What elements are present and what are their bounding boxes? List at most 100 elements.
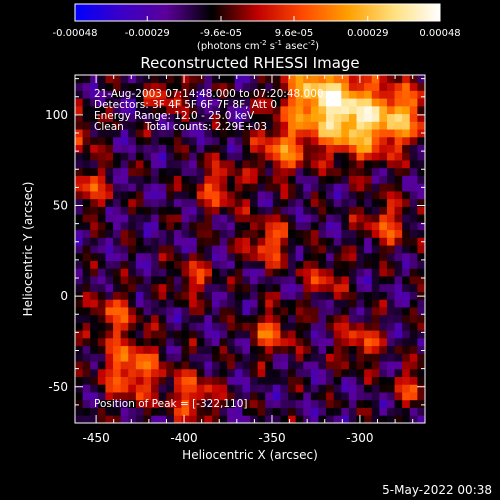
heatmap-cell: [280, 368, 289, 377]
heatmap-cell: [75, 105, 84, 115]
heatmap-cell: [402, 160, 411, 169]
heatmap-cell: [265, 229, 274, 238]
heatmap-cell: [120, 82, 129, 91]
heatmap-cell: [303, 191, 312, 200]
heatmap-cell: [310, 82, 319, 91]
heatmap-cell: [265, 322, 274, 331]
heatmap-cell: [219, 90, 228, 99]
heatmap-cell: [379, 144, 388, 153]
heatmap-cell: [97, 167, 106, 176]
heatmap-cell: [409, 252, 418, 261]
heatmap-cell: [143, 121, 152, 130]
heatmap-cell: [219, 229, 228, 238]
heatmap-cell: [310, 105, 319, 115]
heatmap-cell: [402, 345, 411, 354]
heatmap-cell: [257, 113, 266, 122]
heatmap-cell: [295, 160, 304, 169]
heatmap-cell: [219, 214, 228, 223]
heatmap-cell: [272, 353, 281, 362]
heatmap-cell: [333, 314, 342, 323]
heatmap-cell: [272, 307, 281, 316]
heatmap-cell: [348, 113, 357, 122]
heatmap-cell: [310, 191, 319, 200]
heatmap-cell: [402, 392, 411, 401]
heatmap-cell: [417, 307, 425, 316]
heatmap-cell: [333, 175, 342, 184]
heatmap-cell: [257, 330, 266, 339]
heatmap-cell: [196, 221, 205, 231]
heatmap-cell: [211, 129, 220, 138]
heatmap-cell: [417, 121, 425, 130]
heatmap-cell: [151, 322, 160, 331]
heatmap-cell: [402, 214, 411, 223]
heatmap-cell: [181, 299, 190, 308]
heatmap-cell: [128, 152, 137, 161]
heatmap-cell: [158, 337, 167, 347]
heatmap-cell: [128, 214, 137, 223]
heatmap-cell: [379, 399, 388, 408]
heatmap-cell: [348, 345, 357, 354]
heatmap-cell: [341, 368, 350, 377]
heatmap-cell: [151, 206, 160, 215]
heatmap-cell: [280, 299, 289, 308]
heatmap-cell: [417, 291, 425, 300]
heatmap-cell: [242, 136, 251, 145]
heatmap-cell: [386, 361, 395, 370]
heatmap-cell: [402, 105, 411, 115]
heatmap-cell: [409, 206, 418, 215]
heatmap-cell: [120, 129, 129, 138]
heatmap-cell: [280, 98, 289, 107]
heatmap-cell: [310, 136, 319, 145]
heatmap-cell: [219, 291, 228, 300]
heatmap-cell: [90, 183, 99, 192]
heatmap-cell: [417, 283, 425, 292]
footer-date: 5-May-2022 00:38: [382, 483, 492, 497]
heatmap-cell: [310, 337, 319, 347]
heatmap-cell: [257, 299, 266, 308]
heatmap-cell: [318, 214, 327, 223]
heatmap-cell: [318, 368, 327, 377]
heatmap-cell: [128, 392, 137, 401]
heatmap-cell: [211, 268, 220, 277]
heatmap-cell: [204, 245, 213, 254]
heatmap-cell: [318, 353, 327, 362]
heatmap-cell: [371, 299, 380, 308]
heatmap-cell: [379, 322, 388, 331]
heatmap-cell: [135, 214, 144, 223]
heatmap-cell: [364, 252, 373, 261]
heatmap-cell: [75, 121, 84, 130]
heatmap-cell: [189, 237, 198, 246]
heatmap-cell: [250, 376, 259, 385]
heatmap-cell: [105, 175, 114, 184]
heatmap-cell: [189, 337, 198, 347]
heatmap-cell: [333, 121, 342, 130]
heatmap-cell: [75, 399, 84, 408]
heatmap-cell: [204, 283, 213, 292]
heatmap-cell: [97, 252, 106, 261]
heatmap-cell: [158, 330, 167, 339]
heatmap-cell: [288, 299, 297, 308]
heatmap-cell: [196, 345, 205, 354]
heatmap-cell: [318, 314, 327, 323]
heatmap-cell: [348, 330, 357, 339]
heatmap-cell: [113, 191, 122, 200]
heatmap-cell: [402, 407, 411, 416]
heatmap-cell: [211, 245, 220, 254]
heatmap-cell: [257, 361, 266, 370]
heatmap-cell: [120, 361, 129, 370]
heatmap-cell: [295, 361, 304, 370]
heatmap-cell: [371, 399, 380, 408]
heatmap-cell: [402, 330, 411, 339]
heatmap-cell: [189, 152, 198, 161]
heatmap-cell: [181, 322, 190, 331]
heatmap-cell: [295, 245, 304, 254]
heatmap-cell: [356, 268, 365, 277]
heatmap-cell: [181, 260, 190, 269]
heatmap-cell: [219, 283, 228, 292]
heatmap-cell: [219, 136, 228, 145]
heatmap-cell: [143, 136, 152, 145]
heatmap-cell: [166, 407, 175, 416]
heatmap-cell: [417, 167, 425, 176]
heatmap-cell: [371, 160, 380, 169]
heatmap-cell: [173, 245, 182, 254]
